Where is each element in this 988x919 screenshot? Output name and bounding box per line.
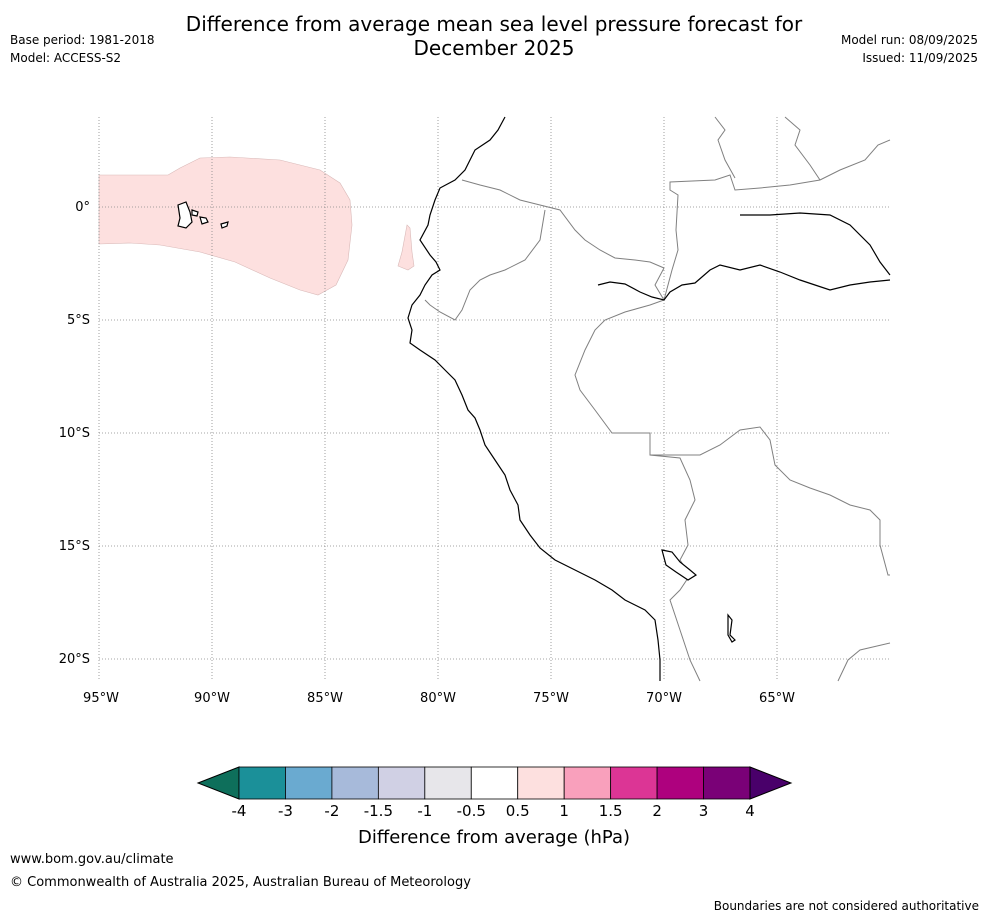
lat-label-1: 5°S <box>67 313 90 328</box>
boundaries-disclaimer: Boundaries are not considered authoritat… <box>713 899 979 913</box>
positive-anomaly-area-coast <box>397 224 415 271</box>
country-borders <box>424 116 891 682</box>
colorbar-tick-label: -1 <box>417 802 432 820</box>
lon-label-2: 85°W <box>307 691 343 706</box>
lat-label-2: 10°S <box>59 426 90 441</box>
colorbar-cell <box>238 766 286 800</box>
model-run-label: Model run: 08/09/2025 <box>840 33 978 47</box>
colorbar-tick-label: -2 <box>324 802 339 820</box>
lake-titicaca-icon <box>661 549 698 581</box>
coastline <box>407 116 891 681</box>
title-line-1: Difference from average mean sea level p… <box>185 12 803 36</box>
page-title: Difference from average mean sea level p… <box>0 12 988 60</box>
galapagos-island <box>220 221 229 229</box>
colorbar-cell <box>563 766 612 800</box>
colorbar-tick-label: 1 <box>559 802 569 820</box>
copyright-text: © Commonwealth of Australia 2025, Austra… <box>10 875 471 890</box>
colorbar-tick-label: 0.5 <box>506 802 530 820</box>
colorbar-extend-high <box>749 766 793 800</box>
colorbar-tick-label: -1.5 <box>364 802 393 820</box>
galapagos-island <box>177 201 193 229</box>
colorbar-tick-labels: -4 -3 -2 -1.5 -1 -0.5 0.5 1 1.5 2 3 4 <box>232 802 755 820</box>
galapagos-island <box>199 216 209 225</box>
lat-label-4: 20°S <box>59 652 90 667</box>
lon-label-4: 75°W <box>533 691 569 706</box>
lon-label-3: 80°W <box>420 691 456 706</box>
colorbar-extend-low <box>196 766 240 800</box>
pressure-anomaly-shading <box>98 156 415 296</box>
colorbar-tick-label: -0.5 <box>457 802 486 820</box>
colorbar-cell <box>517 766 565 800</box>
colorbar-tick-label: -4 <box>232 802 247 820</box>
lat-label-0: 0° <box>75 200 90 215</box>
lon-label-0: 95°W <box>83 691 119 706</box>
colorbar-legend: -4 -3 -2 -1.5 -1 -0.5 0.5 1 1.5 2 3 4 Difference fr… <box>196 766 793 848</box>
gridlines <box>98 117 890 681</box>
lake <box>727 613 736 643</box>
colorbar-cells <box>238 766 751 800</box>
longitude-labels: 95°W 90°W 85°W 80°W 75°W 70°W 65°W <box>83 691 795 706</box>
colorbar-cell <box>285 766 333 800</box>
islands <box>177 201 736 643</box>
colorbar-cell <box>703 766 751 800</box>
colorbar-cell <box>610 766 658 800</box>
colorbar-cell <box>656 766 704 800</box>
latitude-labels: 0° 5°S 10°S 15°S 20°S <box>59 200 90 667</box>
galapagos-island <box>191 209 199 217</box>
colorbar-cell <box>377 766 426 800</box>
colorbar-cell <box>331 766 379 800</box>
model-label: Model: ACCESS-S2 <box>10 51 122 65</box>
colorbar-cell <box>470 766 519 800</box>
title-line-2: December 2025 <box>413 36 575 60</box>
colorbar-tick-label: -3 <box>278 802 293 820</box>
legend-title: Difference from average (hPa) <box>358 827 630 848</box>
website-link[interactable]: www.bom.gov.au/climate <box>10 852 174 867</box>
issued-label: Issued: 11/09/2025 <box>862 51 978 65</box>
colorbar-cell <box>424 766 472 800</box>
colorbar-tick-label: 1.5 <box>599 802 623 820</box>
lon-label-6: 65°W <box>759 691 795 706</box>
colorbar-tick-label: 2 <box>652 802 662 820</box>
base-period-label: Base period: 1981-2018 <box>10 33 155 47</box>
lat-label-3: 15°S <box>59 539 90 554</box>
colorbar-tick-label: 4 <box>745 802 755 820</box>
lon-label-1: 90°W <box>194 691 230 706</box>
colorbar-tick-label: 3 <box>699 802 709 820</box>
lon-label-5: 70°W <box>646 691 682 706</box>
